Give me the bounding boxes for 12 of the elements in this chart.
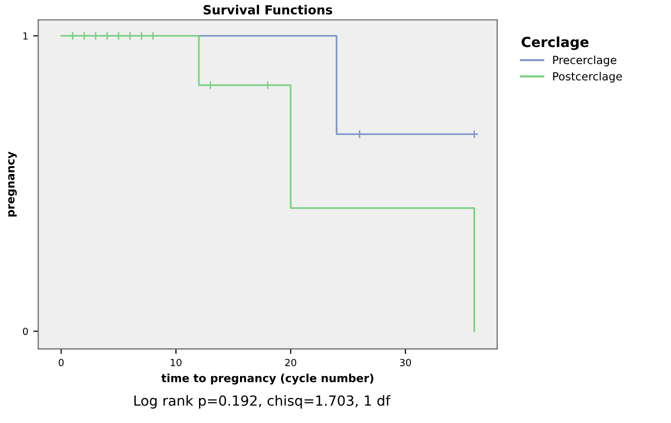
text: Log rank p=0.192, chisq=1.703, 1 df — [134, 395, 391, 409]
x-tick-label: 10 — [170, 358, 182, 366]
x-tick-label: 30 — [400, 358, 411, 366]
legend-title: Cerclage — [522, 36, 588, 50]
x-tick-label: 20 — [285, 358, 296, 366]
legend-label: Precerclage — [553, 56, 616, 66]
chart-title: Survival Functions — [204, 4, 332, 15]
y-tick-label: 1 — [23, 32, 28, 40]
x-axis-title: time to pregnancy (cycle number) — [161, 374, 374, 384]
y-axis-title: pregnancy — [8, 152, 17, 217]
legend-label: Postcerclage — [553, 72, 622, 83]
x-tick-label: 0 — [58, 358, 64, 366]
